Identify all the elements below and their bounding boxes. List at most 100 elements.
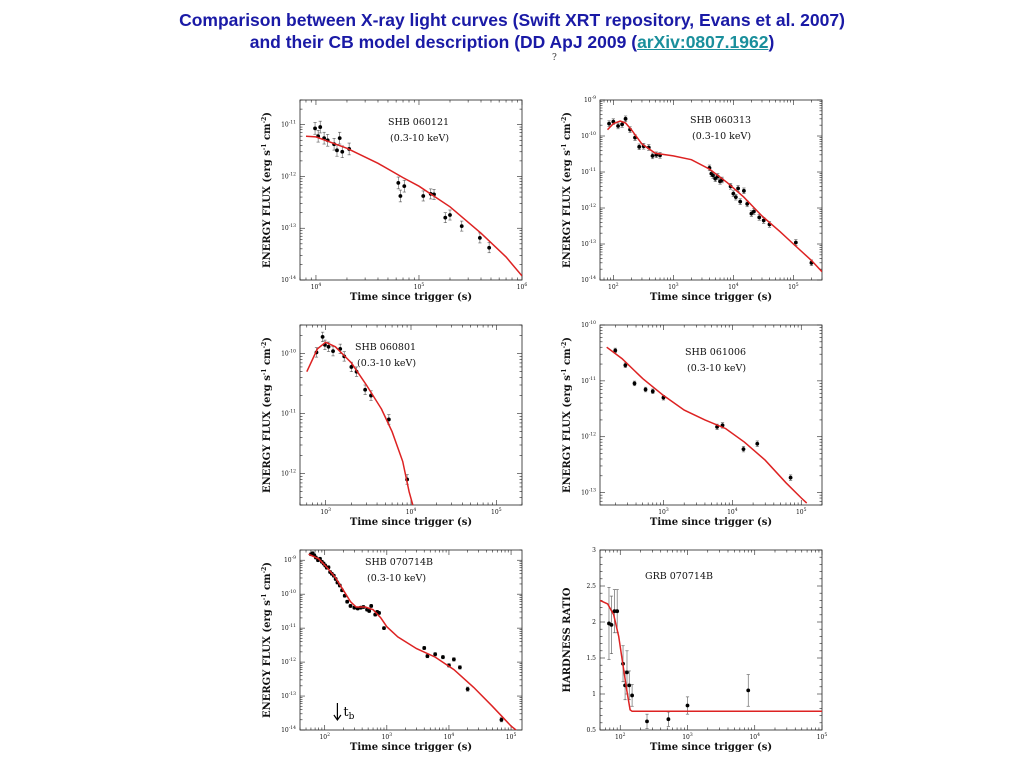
data-point <box>711 173 716 178</box>
energy-band-label: (0.3-10 keV) <box>390 133 449 144</box>
tick-label: 103 <box>658 507 669 516</box>
data-point <box>433 652 438 657</box>
chart-panel-p6: 102 103 104 105 0.5 1 1.5 2 2.5 3 Time since trigg… <box>562 547 827 753</box>
model-curve <box>305 135 522 277</box>
data-point <box>609 622 614 627</box>
data-point <box>345 599 350 604</box>
tick-label: 10-14 <box>281 275 296 284</box>
data-point <box>487 245 492 250</box>
data-point <box>745 201 750 206</box>
data-point <box>736 186 741 191</box>
data-point <box>650 389 655 394</box>
data-point <box>731 191 736 196</box>
data-point <box>396 181 401 185</box>
data-point <box>441 655 445 660</box>
tick-label: 10-13 <box>581 239 596 248</box>
y-axis-label: ENERGY FLUX (erg s-1 cm-2) <box>561 337 573 493</box>
data-point <box>666 717 671 722</box>
tick-label: 10-12 <box>581 432 596 441</box>
tick-label: 105 <box>506 732 517 741</box>
data-point <box>318 125 323 129</box>
tick-label: 10-10 <box>581 131 596 140</box>
data-point <box>349 365 354 369</box>
burst-name-label: SHB 060313 <box>690 115 751 126</box>
data-point <box>377 611 381 615</box>
tick-label: 103 <box>320 507 331 516</box>
data-point <box>733 195 738 200</box>
data-point <box>738 199 743 204</box>
tick-label: 104 <box>727 507 738 516</box>
model-curve <box>606 120 822 273</box>
tick-label: 10-12 <box>281 469 296 478</box>
data-point <box>632 381 637 386</box>
data-point <box>348 604 353 608</box>
data-point <box>751 209 756 214</box>
tick-label: 102 <box>608 282 619 291</box>
tick-label: 105 <box>788 282 799 291</box>
chart-panel-p3: 103 104 105 10-10 10-11 10-12 Time since trigg… <box>261 324 523 528</box>
data-point <box>457 665 462 670</box>
burst-name-label: SHB 060121 <box>388 117 449 128</box>
data-point <box>326 344 331 349</box>
data-point <box>425 654 430 659</box>
data-point <box>612 609 617 614</box>
arxiv-link[interactable]: arXiv:0807.1962 <box>637 32 769 52</box>
data-point <box>382 626 386 631</box>
plot-frame <box>299 99 523 281</box>
energy-band-label: (0.3-10 keV) <box>692 131 751 142</box>
y-axis-label: ENERGY FLUX (erg s-1 cm-2) <box>561 112 573 268</box>
tick-label: 102 <box>615 732 626 741</box>
data-point <box>645 719 649 724</box>
x-axis-label: Time since trigger (s) <box>650 742 772 753</box>
data-point <box>331 349 335 354</box>
burst-name-label: GRB 070714B <box>645 571 713 582</box>
tick-label: 103 <box>682 732 693 741</box>
tick-label: 10-9 <box>284 555 296 564</box>
y-axis-label: ENERGY FLUX (erg s-1 cm-2) <box>261 112 273 268</box>
data-point <box>615 609 620 614</box>
tick-label: 10-11 <box>581 167 596 176</box>
title-text-pre: and their CB model description (DD ApJ 2… <box>249 32 638 52</box>
tick-label: 10-12 <box>581 203 596 212</box>
tb-label: tb <box>343 705 354 722</box>
data-point <box>499 717 504 722</box>
data-point <box>398 194 403 198</box>
chart-panel-p4: 103 104 105 10-10 10-11 10-12 10-13 Time since … <box>561 320 823 528</box>
tick-label: 3 <box>592 547 596 554</box>
tick-label: 104 <box>728 282 739 291</box>
tick-label: 103 <box>382 732 393 741</box>
energy-band-label: (0.3-10 keV) <box>357 358 416 369</box>
data-point <box>713 176 718 181</box>
data-point <box>422 646 427 650</box>
tick-label: 10-11 <box>581 376 596 385</box>
x-axis-label: Time since trigger (s) <box>650 517 772 528</box>
tick-label: 104 <box>749 732 760 741</box>
tick-label: 105 <box>414 282 425 291</box>
data-point <box>340 149 345 154</box>
chart-panel-p1: 104 105 106 10-11 10-12 10-13 10-14 Time since … <box>261 99 527 303</box>
data-point <box>650 154 655 158</box>
tick-label: 10-13 <box>281 691 296 700</box>
data-point <box>367 609 372 613</box>
energy-band-label: (0.3-10 keV) <box>367 573 426 584</box>
tick-label: 10-13 <box>281 223 296 232</box>
tick-label: 2 <box>592 619 596 626</box>
tick-label: 10-14 <box>581 275 596 284</box>
plot-frame <box>599 99 823 281</box>
tick-label: 10-10 <box>281 349 296 358</box>
data-point <box>613 348 618 353</box>
tick-label: 102 <box>319 732 330 741</box>
tick-label: 104 <box>406 507 417 516</box>
tick-label: 10-13 <box>581 488 596 497</box>
data-point <box>630 693 634 698</box>
plot-frame <box>599 324 823 506</box>
data-point <box>369 604 374 608</box>
model-curve <box>308 553 517 730</box>
tick-label: 1 <box>592 691 596 698</box>
tick-label: 104 <box>444 732 455 741</box>
tick-label: 10-10 <box>581 320 596 329</box>
data-point <box>448 213 452 217</box>
data-point <box>337 136 342 141</box>
page-title-line-2: and their CB model description (DD ApJ 2… <box>0 31 1024 53</box>
